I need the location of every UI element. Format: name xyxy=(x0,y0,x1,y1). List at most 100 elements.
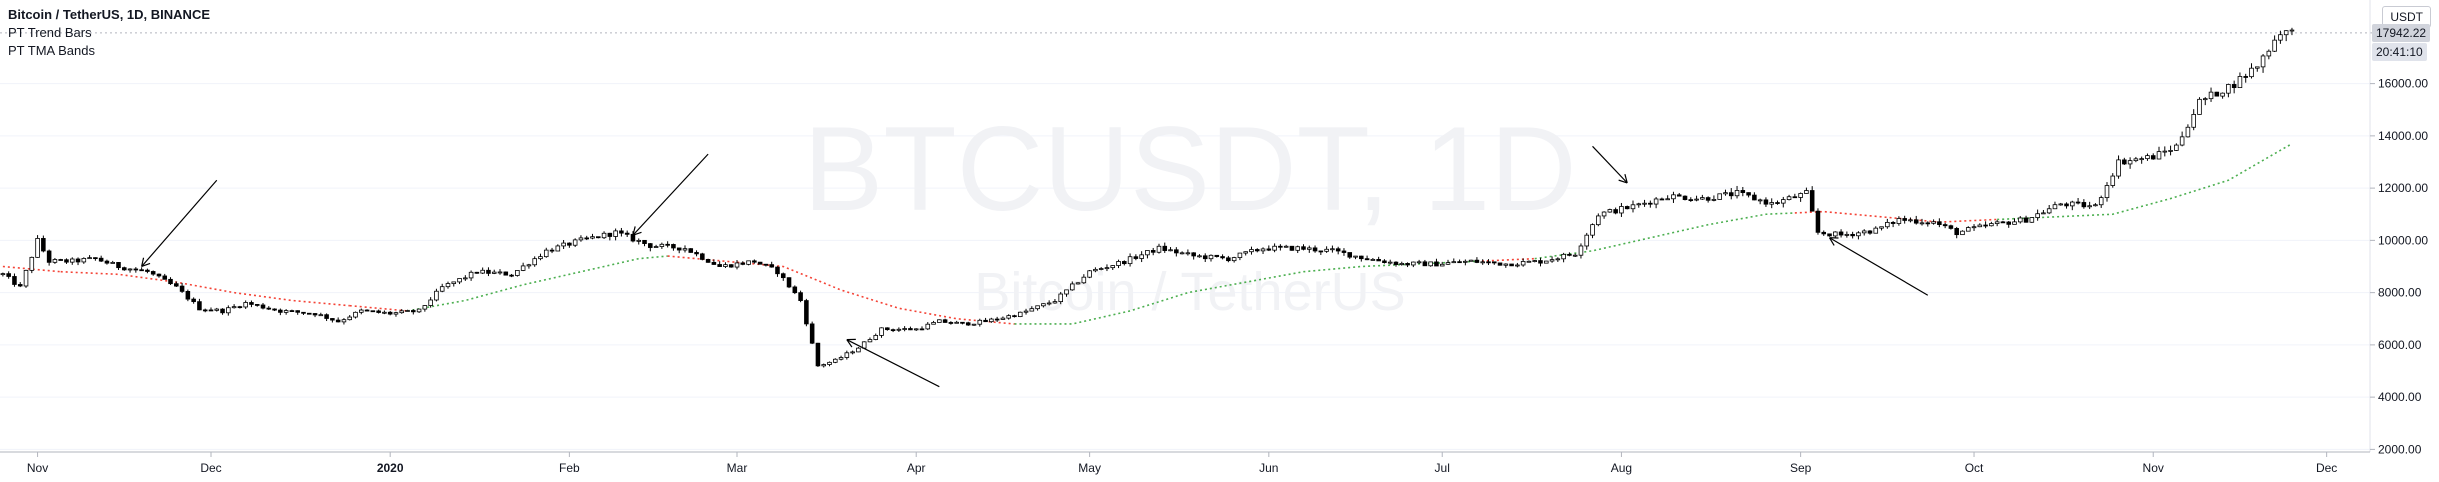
candle-body xyxy=(1289,245,1295,251)
candle-body xyxy=(1104,267,1110,270)
candle-body xyxy=(2098,197,2104,206)
price-tick-label: 10000.00 xyxy=(2378,233,2428,247)
candle-body xyxy=(902,328,907,330)
candle-body xyxy=(1318,250,1324,253)
candle-body xyxy=(590,236,595,239)
candle-body xyxy=(2260,55,2266,68)
candle-body xyxy=(965,322,971,326)
candle-body xyxy=(2087,205,2092,208)
candle-body xyxy=(1341,250,1347,253)
candle-body xyxy=(856,347,861,353)
candle-body xyxy=(2070,201,2075,207)
candle-body xyxy=(1058,293,1063,302)
candle-body xyxy=(0,273,6,276)
candle-body xyxy=(318,314,324,317)
candle-body xyxy=(1873,227,1879,234)
candle-body xyxy=(1792,196,1798,199)
candle-body xyxy=(1653,198,1659,205)
candle-body xyxy=(2255,66,2260,69)
time-tick-label: Mar xyxy=(727,461,748,475)
candle-body xyxy=(1596,215,1601,226)
candle-body xyxy=(578,237,584,241)
candle-body xyxy=(584,237,589,240)
candle-body xyxy=(2168,150,2173,152)
arrow-head xyxy=(1618,179,1628,184)
candle-body xyxy=(2202,98,2208,101)
candle-body xyxy=(1833,231,1838,237)
candle-body xyxy=(2156,151,2162,160)
candle-body xyxy=(613,230,618,237)
candle-body xyxy=(2064,203,2069,207)
candle-body xyxy=(1185,252,1191,255)
candle-body xyxy=(1451,261,1457,264)
candle-body xyxy=(1728,192,1734,197)
candle-body xyxy=(1278,245,1283,248)
candle-body xyxy=(1584,234,1590,247)
candle-body xyxy=(1226,257,1231,262)
symbol-title[interactable]: Bitcoin / TetherUS, 1D, BINANCE xyxy=(8,7,211,22)
candle-body xyxy=(572,239,578,246)
candle-body xyxy=(214,308,220,311)
candle-body xyxy=(1885,222,1890,228)
candle-body xyxy=(2278,34,2283,41)
candle-body xyxy=(2231,84,2237,89)
candle-body xyxy=(29,256,35,271)
candle-body xyxy=(1382,260,1387,264)
candle-body xyxy=(457,278,462,283)
candle-body xyxy=(567,242,572,246)
candle-body xyxy=(1752,194,1757,201)
candle-body xyxy=(156,273,162,277)
candle-body xyxy=(601,232,607,239)
candle-body xyxy=(1133,256,1139,259)
candle-body xyxy=(1393,261,1399,265)
candle-body xyxy=(445,283,451,288)
candle-body xyxy=(254,304,260,306)
candle-body xyxy=(474,271,480,274)
candle-body xyxy=(1439,263,1445,267)
candle-body xyxy=(1619,206,1624,214)
indicator-tma-bands[interactable]: PT TMA Bands xyxy=(8,43,95,58)
candle-body xyxy=(1017,311,1023,318)
candle-body xyxy=(520,265,526,271)
candle-body xyxy=(1220,256,1225,259)
candle-body xyxy=(769,264,774,268)
candle-body xyxy=(1110,265,1116,269)
candle-body xyxy=(295,310,300,313)
band-segment xyxy=(1534,212,1795,260)
candle-body xyxy=(1046,302,1052,305)
arrow-head xyxy=(1624,174,1628,184)
candle-body xyxy=(1116,261,1121,266)
candle-body xyxy=(260,304,266,309)
candle-body xyxy=(624,232,630,235)
candle-body xyxy=(422,305,428,310)
candle-body xyxy=(1491,261,1497,264)
candle-body xyxy=(359,309,364,313)
arrow-line xyxy=(632,153,709,236)
candle-body xyxy=(231,306,237,309)
candle-body xyxy=(1312,247,1318,252)
indicator-trend-bars[interactable]: PT Trend Bars xyxy=(8,25,92,40)
candle-body xyxy=(1555,258,1561,261)
candle-body xyxy=(301,311,306,314)
candles xyxy=(0,27,2295,368)
candle-body xyxy=(746,260,751,265)
candle-body xyxy=(168,278,173,285)
candle-body xyxy=(335,319,341,323)
candle-body xyxy=(648,243,653,248)
candle-body xyxy=(1127,256,1133,265)
candle-body xyxy=(1070,283,1075,291)
candle-body xyxy=(1364,258,1370,261)
candle-body xyxy=(1416,261,1422,264)
candle-body xyxy=(538,256,543,260)
candle-body xyxy=(226,307,231,314)
candle-body xyxy=(942,319,948,323)
candle-body xyxy=(1763,199,1769,205)
candle-body xyxy=(46,250,52,263)
candle-body xyxy=(1711,199,1717,201)
candle-body xyxy=(1422,261,1428,267)
candle-body xyxy=(1266,248,1272,251)
candle-body xyxy=(1075,282,1081,285)
candle-body xyxy=(671,244,676,249)
candle-body xyxy=(1844,233,1850,236)
